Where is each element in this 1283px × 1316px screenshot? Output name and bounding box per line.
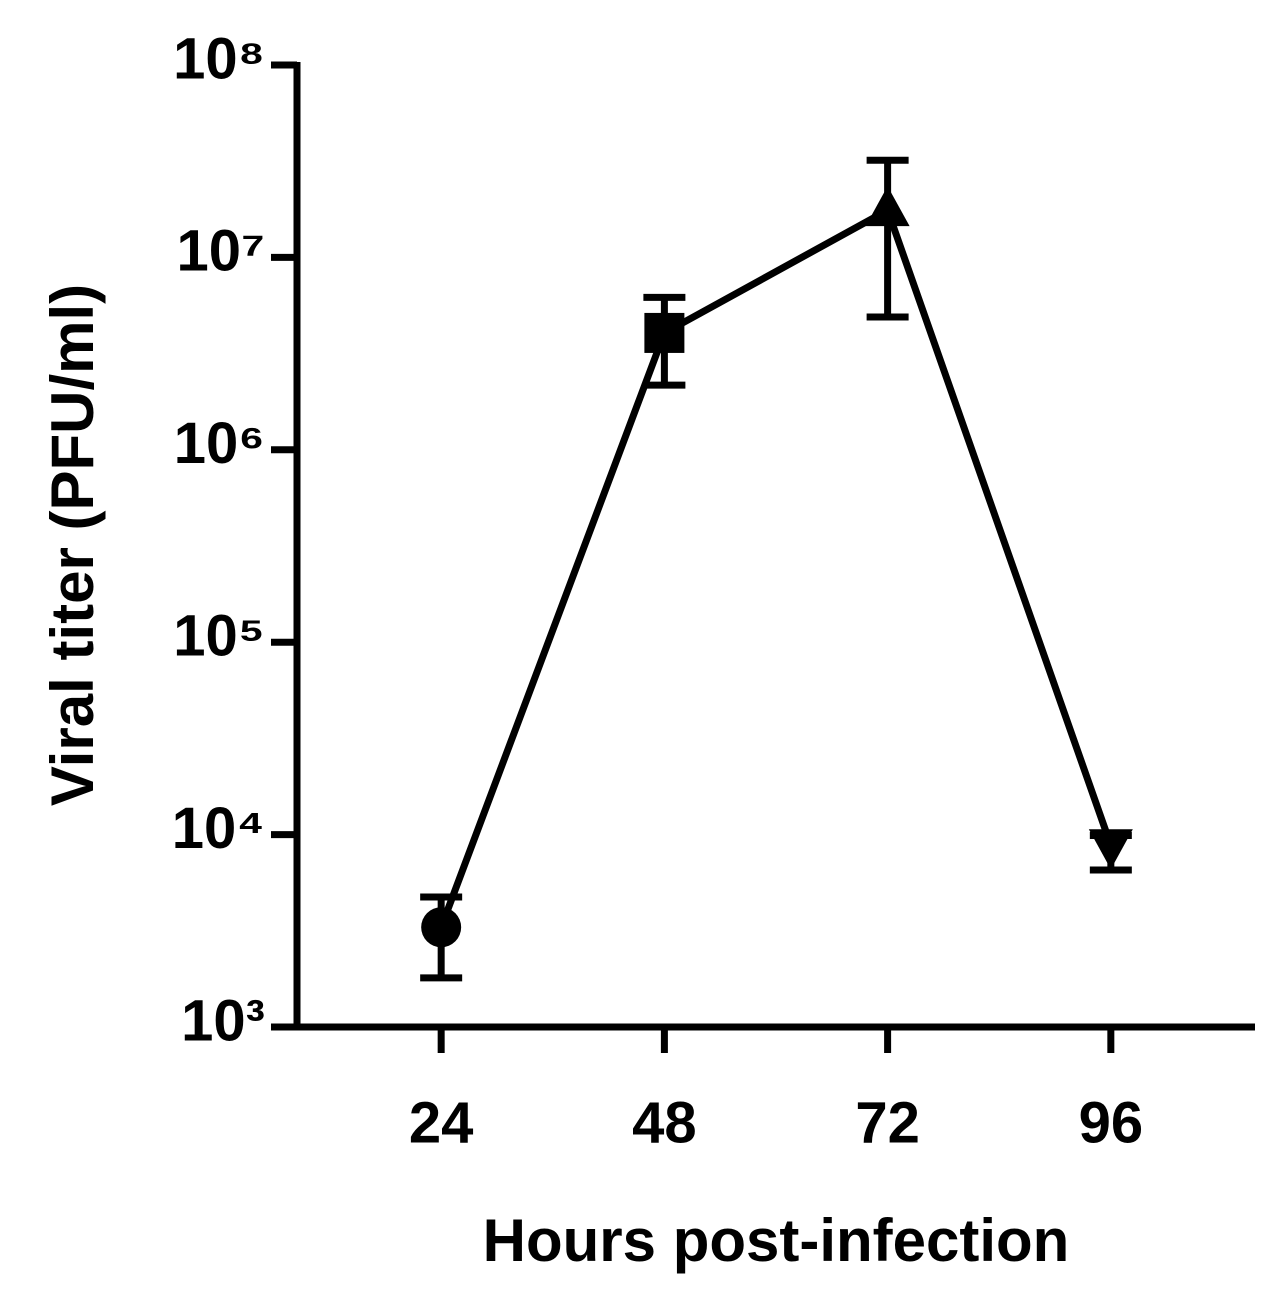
data-line <box>437 206 1115 929</box>
marker <box>421 907 462 948</box>
y-tick-label: 10⁵ <box>173 604 265 669</box>
marker <box>644 312 685 353</box>
x-tick-label: 48 <box>632 1090 697 1155</box>
y-tick-label: 10⁸ <box>173 26 265 91</box>
y-tick-label: 10⁷ <box>177 219 265 284</box>
x-tick-label: 96 <box>1079 1090 1144 1155</box>
y-tick-label: 10³ <box>181 988 265 1053</box>
y-tick-label: 10⁶ <box>174 411 265 476</box>
marker <box>865 186 910 227</box>
x-axis-label: Hours post-infection <box>483 1207 1070 1274</box>
x-tick-label: 72 <box>855 1090 920 1155</box>
x-tick-label: 24 <box>409 1090 474 1155</box>
y-axis-label: Viral titer (PFU/ml) <box>39 284 106 806</box>
marker <box>1088 829 1133 870</box>
y-tick-label: 10⁴ <box>172 796 265 861</box>
